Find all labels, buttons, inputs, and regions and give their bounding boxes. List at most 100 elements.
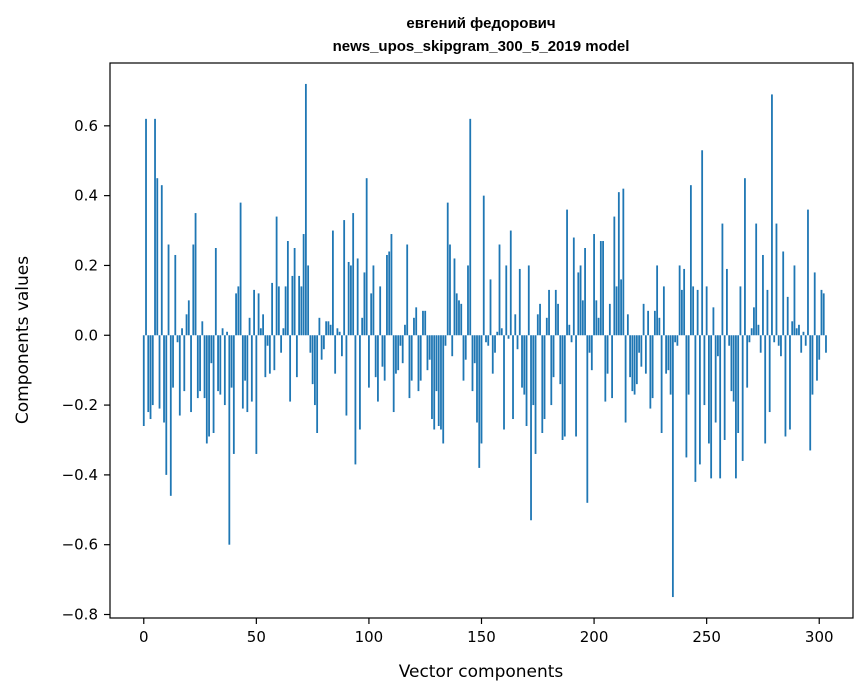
bar-263	[735, 335, 737, 479]
bar-85	[334, 335, 337, 374]
bar-153	[487, 335, 490, 346]
bar-147	[473, 335, 476, 364]
bar-166	[516, 335, 519, 350]
bar-107	[383, 335, 386, 381]
bar-58	[273, 335, 276, 371]
bar-226	[651, 335, 654, 399]
bar-206	[606, 335, 609, 374]
bar-65	[289, 335, 292, 402]
bar-144	[467, 265, 469, 336]
bar-173	[532, 335, 535, 406]
bar-187	[563, 335, 566, 437]
bar-165	[514, 314, 517, 336]
bar-293	[802, 331, 805, 336]
bar-260	[728, 335, 731, 346]
plot-frame	[109, 62, 854, 619]
x-tick-label: 200	[580, 628, 609, 646]
bar-299	[816, 335, 818, 381]
bar-152	[485, 335, 487, 343]
bar-158	[498, 244, 501, 336]
bar-19	[185, 314, 188, 336]
bar-117	[406, 244, 409, 336]
bar-179	[545, 317, 548, 336]
bar-9	[163, 335, 165, 423]
x-axis-ticks: 0 50 100 150 200 250 300	[139, 618, 834, 646]
bar-214	[624, 335, 627, 423]
bar-114	[399, 335, 402, 346]
bar-84	[332, 230, 334, 336]
bar-193	[577, 272, 580, 336]
bar-208	[611, 335, 613, 399]
bar-154	[489, 279, 492, 336]
bar-205	[604, 335, 607, 402]
bar-189	[568, 324, 571, 336]
bar-52	[259, 328, 262, 336]
bar-127	[428, 335, 431, 360]
bar-296	[809, 335, 812, 451]
bar-223	[644, 335, 647, 374]
bar-93	[352, 213, 355, 336]
bar-3	[149, 335, 152, 420]
bar-275	[762, 254, 764, 336]
bar-181	[550, 335, 553, 406]
bar-115	[401, 335, 404, 364]
bar-236	[674, 335, 677, 343]
bar-42	[237, 286, 240, 336]
bar-74	[309, 335, 312, 353]
bar-280	[773, 335, 776, 343]
bar-138	[453, 258, 456, 336]
bar-239	[680, 289, 683, 336]
bar-101	[370, 293, 373, 336]
bar-47	[248, 317, 251, 336]
bar-141	[460, 303, 463, 336]
bar-2	[147, 335, 150, 413]
bar-269	[748, 335, 751, 343]
bar-272	[755, 223, 758, 336]
bar-159	[500, 328, 503, 336]
bar-131	[437, 335, 440, 427]
bar-13	[172, 335, 174, 388]
bar-48	[250, 335, 253, 402]
bar-111	[392, 335, 395, 413]
bar-33	[217, 335, 219, 392]
bar-106	[381, 335, 384, 367]
bar-132	[440, 335, 442, 430]
bar-253	[712, 307, 715, 336]
bar-276	[764, 335, 767, 444]
x-tick-label: 0	[139, 628, 149, 646]
bar-110	[390, 234, 393, 336]
bar-75	[311, 335, 314, 385]
bar-268	[746, 335, 749, 388]
bar-49	[253, 289, 255, 336]
bar-163	[509, 230, 512, 336]
bar-92	[350, 265, 352, 336]
bar-168	[521, 335, 523, 388]
bar-36	[223, 335, 226, 406]
y-tick-label: −0.8	[62, 606, 98, 624]
bar-237	[676, 335, 679, 346]
bar-20	[187, 300, 190, 336]
bar-136	[449, 244, 451, 336]
bar-16	[178, 335, 181, 416]
bar-56	[268, 335, 271, 374]
bar-109	[388, 251, 391, 336]
bar-140	[458, 300, 460, 336]
bar-4	[151, 335, 154, 406]
bar-211	[617, 192, 620, 336]
bar-39	[230, 335, 233, 388]
bar-62	[282, 328, 285, 336]
bar-175	[536, 314, 539, 336]
bar-301	[820, 289, 823, 336]
y-tick-label: −0.2	[62, 396, 98, 414]
bar-102	[372, 265, 375, 336]
y-tick-label: 0.2	[74, 256, 98, 274]
bar-190	[570, 335, 573, 343]
bar-32	[214, 248, 217, 336]
bar-185	[559, 335, 562, 385]
bar-224	[647, 310, 650, 336]
bar-198	[588, 335, 591, 353]
bar-40	[232, 335, 235, 454]
bar-209	[613, 216, 616, 336]
bar-235	[671, 335, 674, 598]
bar-286	[786, 296, 789, 336]
